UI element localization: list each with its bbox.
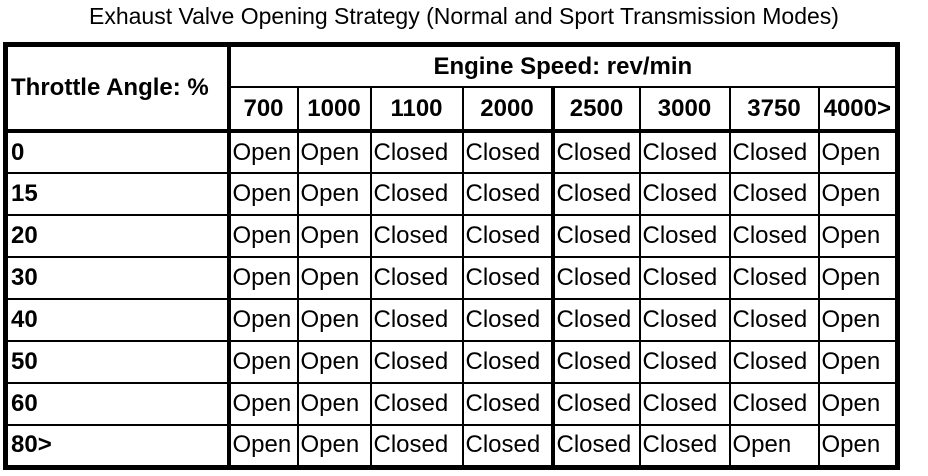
table-row: 30 Open Open Closed Closed Closed Closed… <box>4 256 899 300</box>
table-row: 20 Open Open Closed Closed Closed Closed… <box>4 214 899 258</box>
table-row: 15 Open Open Closed Closed Closed Closed… <box>4 172 899 216</box>
valve-state-cell: Closed <box>551 172 641 216</box>
speed-col-1000: 1000 <box>296 86 372 133</box>
valve-state-cell: Closed <box>728 172 820 216</box>
throttle-row-label: 20 <box>4 214 231 258</box>
valve-state-cell: Open <box>296 340 372 384</box>
table-row: 50 Open Open Closed Closed Closed Closed… <box>4 340 899 384</box>
valve-state-cell: Open <box>817 298 899 342</box>
valve-state-cell: Open <box>296 298 372 342</box>
speed-col-2000: 2000 <box>461 86 555 133</box>
throttle-row-label: 40 <box>4 298 231 342</box>
throttle-angle-header: Throttle Angle: % <box>4 43 231 133</box>
speed-col-700: 700 <box>227 86 299 133</box>
throttle-row-label: 15 <box>4 172 231 216</box>
valve-state-cell: Open <box>227 424 299 468</box>
valve-state-cell: Open <box>296 172 372 216</box>
valve-state-cell: Closed <box>551 340 641 384</box>
valve-state-cell: Closed <box>461 340 555 384</box>
valve-state-cell: Open <box>227 298 299 342</box>
engine-speed-header: Engine Speed: rev/min <box>227 43 899 88</box>
throttle-row-label: 50 <box>4 340 231 384</box>
valve-state-cell: Open <box>817 172 899 216</box>
chart-title: Exhaust Valve Opening Strategy (Normal a… <box>89 3 839 29</box>
valve-state-cell: Closed <box>638 130 731 174</box>
valve-state-cell: Closed <box>638 172 731 216</box>
valve-state-cell: Closed <box>638 424 731 468</box>
speed-col-1100: 1100 <box>369 86 464 133</box>
valve-state-cell: Open <box>296 214 372 258</box>
speed-col-2500: 2500 <box>551 86 641 133</box>
valve-state-cell: Closed <box>728 130 820 174</box>
valve-state-cell: Closed <box>551 382 641 426</box>
valve-state-cell: Closed <box>461 256 555 300</box>
table-header: Throttle Angle: % Engine Speed: rev/min … <box>4 43 899 133</box>
speed-col-3000: 3000 <box>638 86 731 133</box>
valve-state-cell: Open <box>817 382 899 426</box>
valve-strategy-table: Throttle Angle: % Engine Speed: rev/min … <box>3 42 901 470</box>
throttle-row-label: 0 <box>4 130 231 174</box>
table-row: 0 Open Open Closed Closed Closed Closed … <box>4 130 899 174</box>
valve-state-cell: Open <box>817 130 899 174</box>
valve-state-cell: Closed <box>638 256 731 300</box>
table-body: 0 Open Open Closed Closed Closed Closed … <box>4 130 899 468</box>
valve-state-cell: Closed <box>728 214 820 258</box>
valve-state-cell: Closed <box>728 382 820 426</box>
valve-state-cell: Closed <box>369 256 464 300</box>
valve-state-cell: Closed <box>369 424 464 468</box>
valve-state-cell: Closed <box>461 214 555 258</box>
valve-state-cell: Closed <box>369 130 464 174</box>
header-row-speeds: 700 1000 1100 2000 2500 3000 3750 4000> <box>6 86 899 133</box>
valve-state-cell: Closed <box>461 298 555 342</box>
valve-state-cell: Open <box>227 256 299 300</box>
valve-state-cell: Open <box>227 214 299 258</box>
valve-state-cell: Closed <box>638 382 731 426</box>
throttle-row-label: 30 <box>4 256 231 300</box>
valve-state-cell: Closed <box>551 130 641 174</box>
valve-state-cell: Closed <box>461 172 555 216</box>
valve-state-cell: Open <box>728 424 820 468</box>
valve-state-cell: Closed <box>551 214 641 258</box>
valve-state-cell: Closed <box>728 298 820 342</box>
valve-state-cell: Open <box>296 424 372 468</box>
valve-state-cell: Closed <box>728 340 820 384</box>
valve-state-cell: Open <box>817 256 899 300</box>
header-row-group: Throttle Angle: % Engine Speed: rev/min <box>4 43 899 133</box>
valve-state-cell: Closed <box>551 424 641 468</box>
valve-state-cell: Closed <box>369 298 464 342</box>
valve-state-cell: Closed <box>551 256 641 300</box>
valve-state-cell: Closed <box>369 382 464 426</box>
speed-col-3750: 3750 <box>728 86 820 133</box>
table-row: 80> Open Open Closed Closed Closed Close… <box>4 424 899 468</box>
valve-state-cell: Closed <box>461 424 555 468</box>
valve-state-cell: Closed <box>369 214 464 258</box>
speed-col-4000: 4000> <box>817 86 899 133</box>
valve-state-cell: Closed <box>369 340 464 384</box>
valve-state-cell: Open <box>296 382 372 426</box>
valve-state-cell: Open <box>817 340 899 384</box>
valve-state-cell: Closed <box>638 340 731 384</box>
valve-state-cell: Open <box>227 382 299 426</box>
valve-state-cell: Open <box>227 172 299 216</box>
throttle-row-label: 80> <box>4 424 231 468</box>
valve-state-cell: Closed <box>461 130 555 174</box>
valve-state-cell: Open <box>296 130 372 174</box>
valve-state-cell: Open <box>817 424 899 468</box>
valve-state-cell: Closed <box>461 382 555 426</box>
valve-state-cell: Open <box>817 214 899 258</box>
valve-state-cell: Closed <box>728 256 820 300</box>
valve-state-cell: Open <box>296 256 372 300</box>
valve-state-cell: Closed <box>551 298 641 342</box>
valve-state-cell: Open <box>227 340 299 384</box>
valve-state-cell: Closed <box>369 172 464 216</box>
valve-state-cell: Closed <box>638 214 731 258</box>
table-row: 60 Open Open Closed Closed Closed Closed… <box>4 382 899 426</box>
throttle-row-label: 60 <box>4 382 231 426</box>
valve-state-cell: Open <box>227 130 299 174</box>
table-row: 40 Open Open Closed Closed Closed Closed… <box>4 298 899 342</box>
valve-state-cell: Closed <box>638 298 731 342</box>
